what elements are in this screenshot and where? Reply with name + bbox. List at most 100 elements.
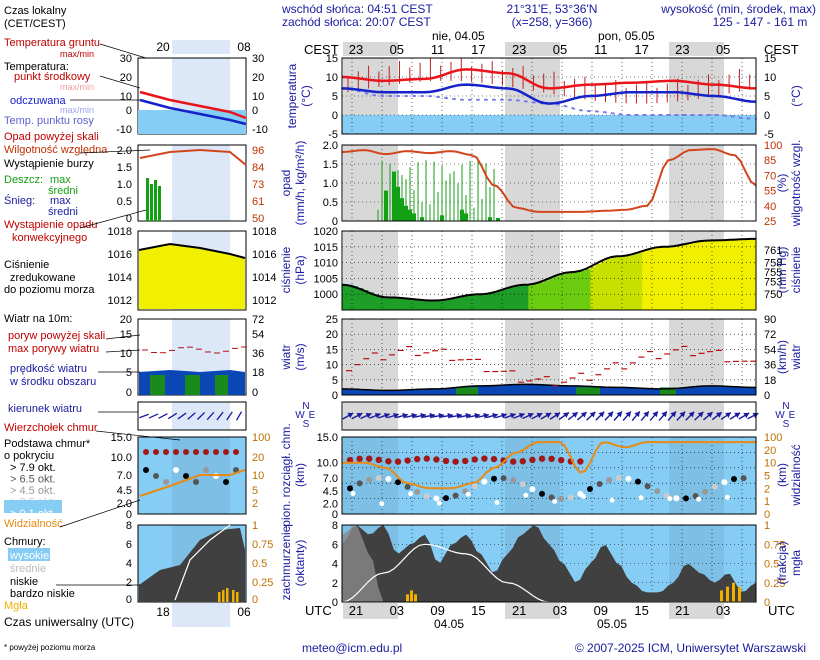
arrow-head	[734, 412, 741, 418]
wind-arrow	[586, 411, 596, 421]
pressure-fill	[414, 299, 421, 310]
legend-wind-tick-r: 36	[252, 348, 264, 360]
fog-bar	[726, 586, 729, 602]
cloud-base-dot	[615, 475, 622, 482]
compass-e: E	[789, 410, 796, 421]
cloud-top-dot	[490, 455, 498, 463]
arrow-head	[652, 411, 658, 418]
pressure-fill	[574, 271, 581, 310]
night-band	[343, 437, 398, 514]
y-tick: 1.0	[323, 178, 338, 190]
arrow-head	[598, 411, 605, 418]
legend-cloud-tick: 7.0	[117, 470, 132, 482]
legend-connector	[59, 499, 141, 528]
wind-arrow	[476, 412, 490, 419]
legend-connector	[79, 149, 151, 154]
arrow-shaft	[167, 412, 178, 420]
cloud-base-dot	[529, 486, 536, 493]
legend-frame	[137, 401, 247, 431]
legend-frame	[137, 436, 247, 515]
pressure-fill	[409, 298, 416, 310]
fog-bar	[410, 590, 413, 602]
bottom-date1: 04.05	[434, 617, 464, 631]
y-tick-right: 70	[764, 170, 776, 182]
pressure-fill	[424, 300, 431, 310]
panel-frame	[341, 57, 757, 135]
pressure-fill	[502, 289, 509, 310]
legend-press-tick: 1016	[108, 249, 132, 261]
footer-email[interactable]: meteo@icm.edu.pl	[302, 641, 402, 655]
legend-press-tick-r: 1012	[252, 295, 276, 307]
top-hour-11: 11	[594, 42, 608, 57]
night-band	[669, 319, 724, 395]
y-tick-right: 10	[764, 458, 776, 470]
wind-arrow	[531, 412, 543, 420]
y-tick-right: 18	[764, 375, 776, 387]
wind-arrow	[404, 412, 418, 419]
legend-wind-arrow	[177, 412, 187, 420]
y-tick: 0	[332, 110, 338, 122]
arrow-head	[563, 412, 569, 418]
footer-night	[669, 603, 724, 619]
cloud-base-dot	[452, 492, 459, 499]
legend-utc-tick: 06	[237, 605, 251, 619]
pressure-fill	[492, 292, 498, 310]
bottom-date2: 05.05	[597, 617, 627, 631]
visibility-axis-title: widzialność	[789, 444, 803, 506]
precip-axis-title: opad	[279, 170, 293, 197]
legend-fog-bar	[226, 588, 229, 602]
precip-panel: 0 0.5 1.0 1.5 2.0 25 40 55 70 85 100 opad (mm/h, kg/…	[279, 140, 803, 228]
y-tick: 1.5	[323, 159, 338, 171]
pressure-fill	[507, 287, 514, 310]
compass-e: E	[309, 410, 316, 421]
bottom-hour-ticks: 21 03 09 15 21 03 09 15 21 03	[349, 603, 731, 618]
visibility-line	[342, 441, 756, 490]
y-tick: 5	[332, 375, 338, 387]
cloud-base-dot	[548, 494, 555, 501]
legend-local-time2: (CET/CEST)	[4, 18, 66, 30]
cloud-base-dot	[408, 491, 414, 497]
wind-arrow	[431, 412, 445, 419]
legend-visibility: Widzialność	[4, 518, 63, 530]
bottom-hour-03: 03	[553, 603, 567, 618]
legend-wind: Wiatr na 10m:	[4, 313, 72, 325]
cloud-base-dot	[731, 475, 737, 482]
pressure-fill	[455, 297, 462, 310]
legend-cloud-tick: 0	[126, 509, 132, 521]
y-tick-right: 761	[764, 245, 782, 257]
legend-connector	[99, 43, 147, 59]
arrow-head	[420, 412, 426, 419]
temp-line	[341, 68, 757, 90]
legend-top-dot	[173, 449, 179, 455]
pressure-fill	[383, 297, 390, 310]
pressure-fill	[357, 287, 364, 310]
cloud-axis-unit: (km)	[293, 463, 307, 487]
pressure-fill	[605, 258, 612, 310]
arrow-head	[383, 412, 390, 419]
y-tick: 8	[332, 520, 338, 532]
top-hour-17: 17	[634, 42, 648, 57]
arrow-head	[509, 412, 516, 419]
wind-arrow	[449, 412, 463, 419]
y-tick: 4.5	[323, 486, 338, 498]
y-tick: 15	[326, 53, 338, 65]
wind-axis-right-unit: (km/h)	[775, 340, 789, 374]
wind-arrow	[486, 412, 498, 419]
pressure-fill	[362, 290, 369, 310]
legend-panel	[137, 401, 247, 431]
cloud-top-dot	[481, 455, 488, 462]
legend-utc-night	[172, 603, 230, 627]
legend-vis-tick: 5	[252, 485, 258, 497]
date1-label: nie, 04.05	[432, 29, 485, 43]
legend-conv: Wystąpienie opadu	[4, 219, 97, 231]
legend-wind-arrow	[148, 413, 159, 419]
legend-felt-maxmin: max/min	[60, 105, 94, 115]
header-night	[669, 42, 724, 56]
pressure-fill	[647, 249, 654, 310]
legend-temp-tick: 10	[120, 91, 132, 103]
cover-axis-title: zachmurzenie	[279, 525, 293, 600]
legend-precip-tick: 1.0	[117, 179, 132, 191]
